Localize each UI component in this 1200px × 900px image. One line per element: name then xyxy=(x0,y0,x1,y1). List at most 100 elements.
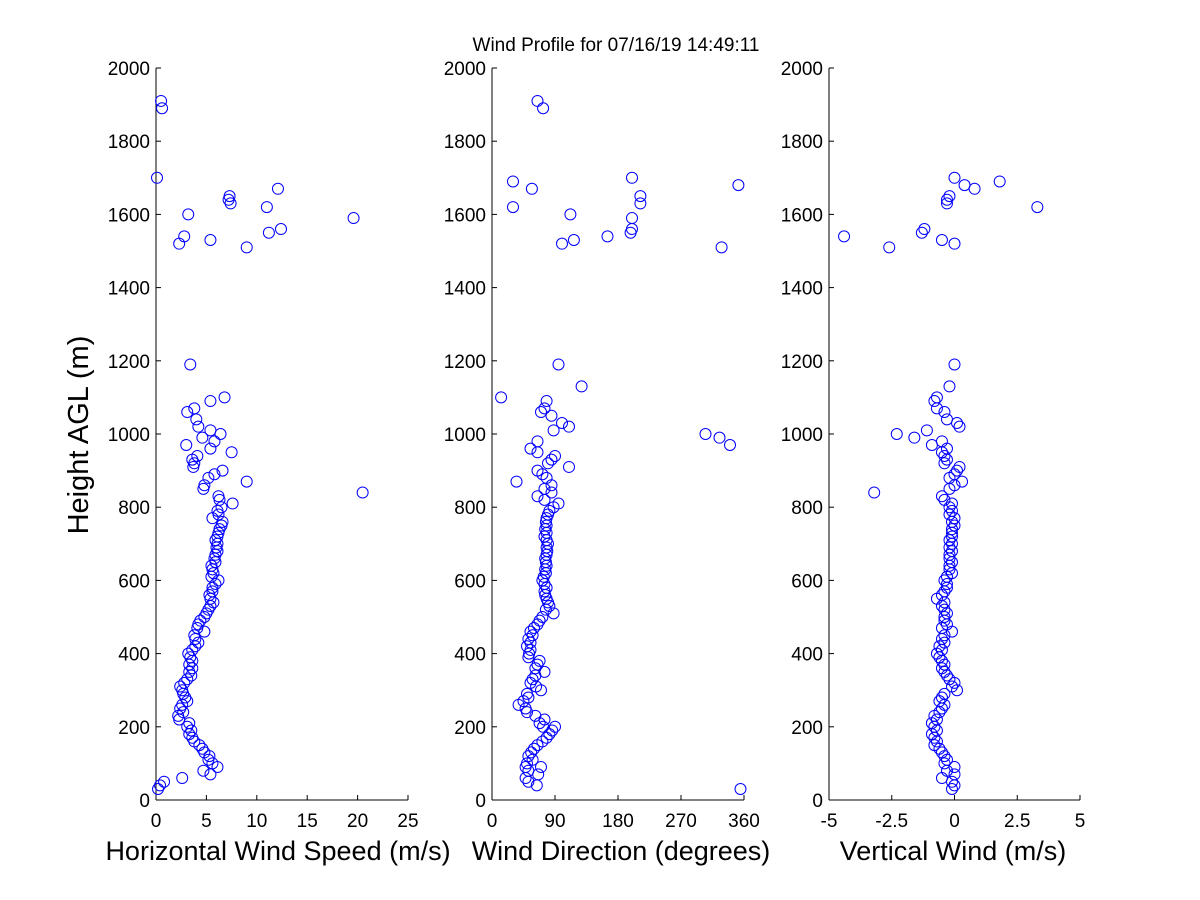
data-point xyxy=(930,402,943,415)
data-point xyxy=(943,563,956,576)
data-point xyxy=(951,684,964,697)
data-point xyxy=(531,618,544,631)
data-point xyxy=(522,651,535,664)
data-point xyxy=(522,775,535,788)
data-point xyxy=(993,175,1006,188)
data-point xyxy=(945,783,958,796)
data-point xyxy=(547,424,560,437)
data-point xyxy=(547,607,560,620)
data-point xyxy=(525,182,538,195)
data-point xyxy=(271,182,284,195)
data-point xyxy=(575,380,588,393)
data-point xyxy=(211,761,224,774)
y-tick-label: 200 xyxy=(118,718,150,739)
data-point xyxy=(634,197,647,210)
data-point xyxy=(945,537,958,550)
data-point xyxy=(531,490,544,503)
data-point xyxy=(521,706,533,719)
data-point xyxy=(883,241,896,254)
data-point xyxy=(935,234,948,247)
data-point xyxy=(535,684,547,697)
data-point xyxy=(948,237,961,250)
data-point xyxy=(173,237,186,250)
data-point xyxy=(538,585,551,598)
data-point xyxy=(495,391,508,404)
figure-title: Wind Profile for 07/16/19 14:49:11 xyxy=(473,35,760,56)
data-point xyxy=(945,775,958,788)
data-point xyxy=(196,431,209,444)
data-point xyxy=(545,409,558,422)
data-point xyxy=(943,534,956,547)
data-point xyxy=(536,468,549,481)
data-point xyxy=(192,636,205,649)
x-axis-label: Wind Direction (degrees) xyxy=(472,836,771,866)
data-point xyxy=(943,559,956,572)
panel-1: 0 200 400 600 800 1000 1200 1400 1600 1800 2000 0 5 1… xyxy=(105,59,450,866)
data-point xyxy=(152,783,165,796)
data-point xyxy=(525,746,538,759)
data-point xyxy=(535,761,547,774)
data-point xyxy=(197,764,210,777)
data-point xyxy=(938,611,951,623)
x-tick-label: 90 xyxy=(544,811,565,832)
data-point xyxy=(176,772,189,785)
data-point xyxy=(204,442,217,455)
y-tick-label: 1000 xyxy=(108,425,150,446)
data-point xyxy=(940,453,953,466)
data-point xyxy=(533,717,546,730)
x-tick-label: 0 xyxy=(949,811,960,832)
data-point xyxy=(908,431,921,444)
y-tick-label: 1800 xyxy=(108,132,150,153)
data-point xyxy=(539,603,552,616)
y-tick-label: 1200 xyxy=(781,352,823,373)
y-tick-label: 0 xyxy=(812,791,823,812)
data-point xyxy=(214,428,227,440)
data-point xyxy=(838,230,851,243)
y-tick-label: 2000 xyxy=(781,59,823,80)
data-point xyxy=(186,654,199,667)
data-point xyxy=(530,779,543,792)
data-point xyxy=(519,772,532,785)
data-point xyxy=(543,600,556,613)
data-point xyxy=(918,223,931,236)
x-tick-label: 2.5 xyxy=(1004,811,1030,832)
data-point xyxy=(197,482,210,495)
data-point xyxy=(523,647,536,660)
data-point xyxy=(225,446,238,459)
x-tick-label: 270 xyxy=(665,811,697,832)
panel-2: 0 200 400 600 800 1000 1200 1400 1600 1800 2000 0 90… xyxy=(444,59,771,866)
data-point xyxy=(185,669,198,682)
data-point xyxy=(545,453,558,466)
y-tick-label: 400 xyxy=(118,645,150,666)
data-point xyxy=(928,395,941,408)
y-tick-label: 1200 xyxy=(444,352,486,373)
x-tick-label: 20 xyxy=(347,811,368,832)
data-point xyxy=(945,497,958,510)
data-point xyxy=(928,731,941,744)
data-point xyxy=(535,406,547,419)
data-point xyxy=(156,102,169,115)
data-point xyxy=(930,735,943,748)
data-point xyxy=(204,768,217,781)
data-point xyxy=(890,428,903,440)
data-point xyxy=(938,658,951,671)
data-point xyxy=(507,201,519,214)
data-point xyxy=(189,632,202,645)
data-point xyxy=(181,720,194,733)
y-tick-label: 1600 xyxy=(108,205,150,226)
y-tick-label: 600 xyxy=(791,571,823,592)
data-point xyxy=(181,406,194,419)
data-point xyxy=(715,241,728,254)
data-point xyxy=(951,417,964,430)
data-point xyxy=(968,182,981,195)
data-point xyxy=(948,358,961,371)
data-point xyxy=(533,654,546,667)
y-tick-label: 600 xyxy=(118,571,150,592)
data-point xyxy=(524,442,537,455)
data-point xyxy=(935,702,948,715)
data-point xyxy=(187,460,200,473)
data-point xyxy=(699,428,712,440)
data-point xyxy=(539,563,552,576)
data-point xyxy=(956,475,969,488)
